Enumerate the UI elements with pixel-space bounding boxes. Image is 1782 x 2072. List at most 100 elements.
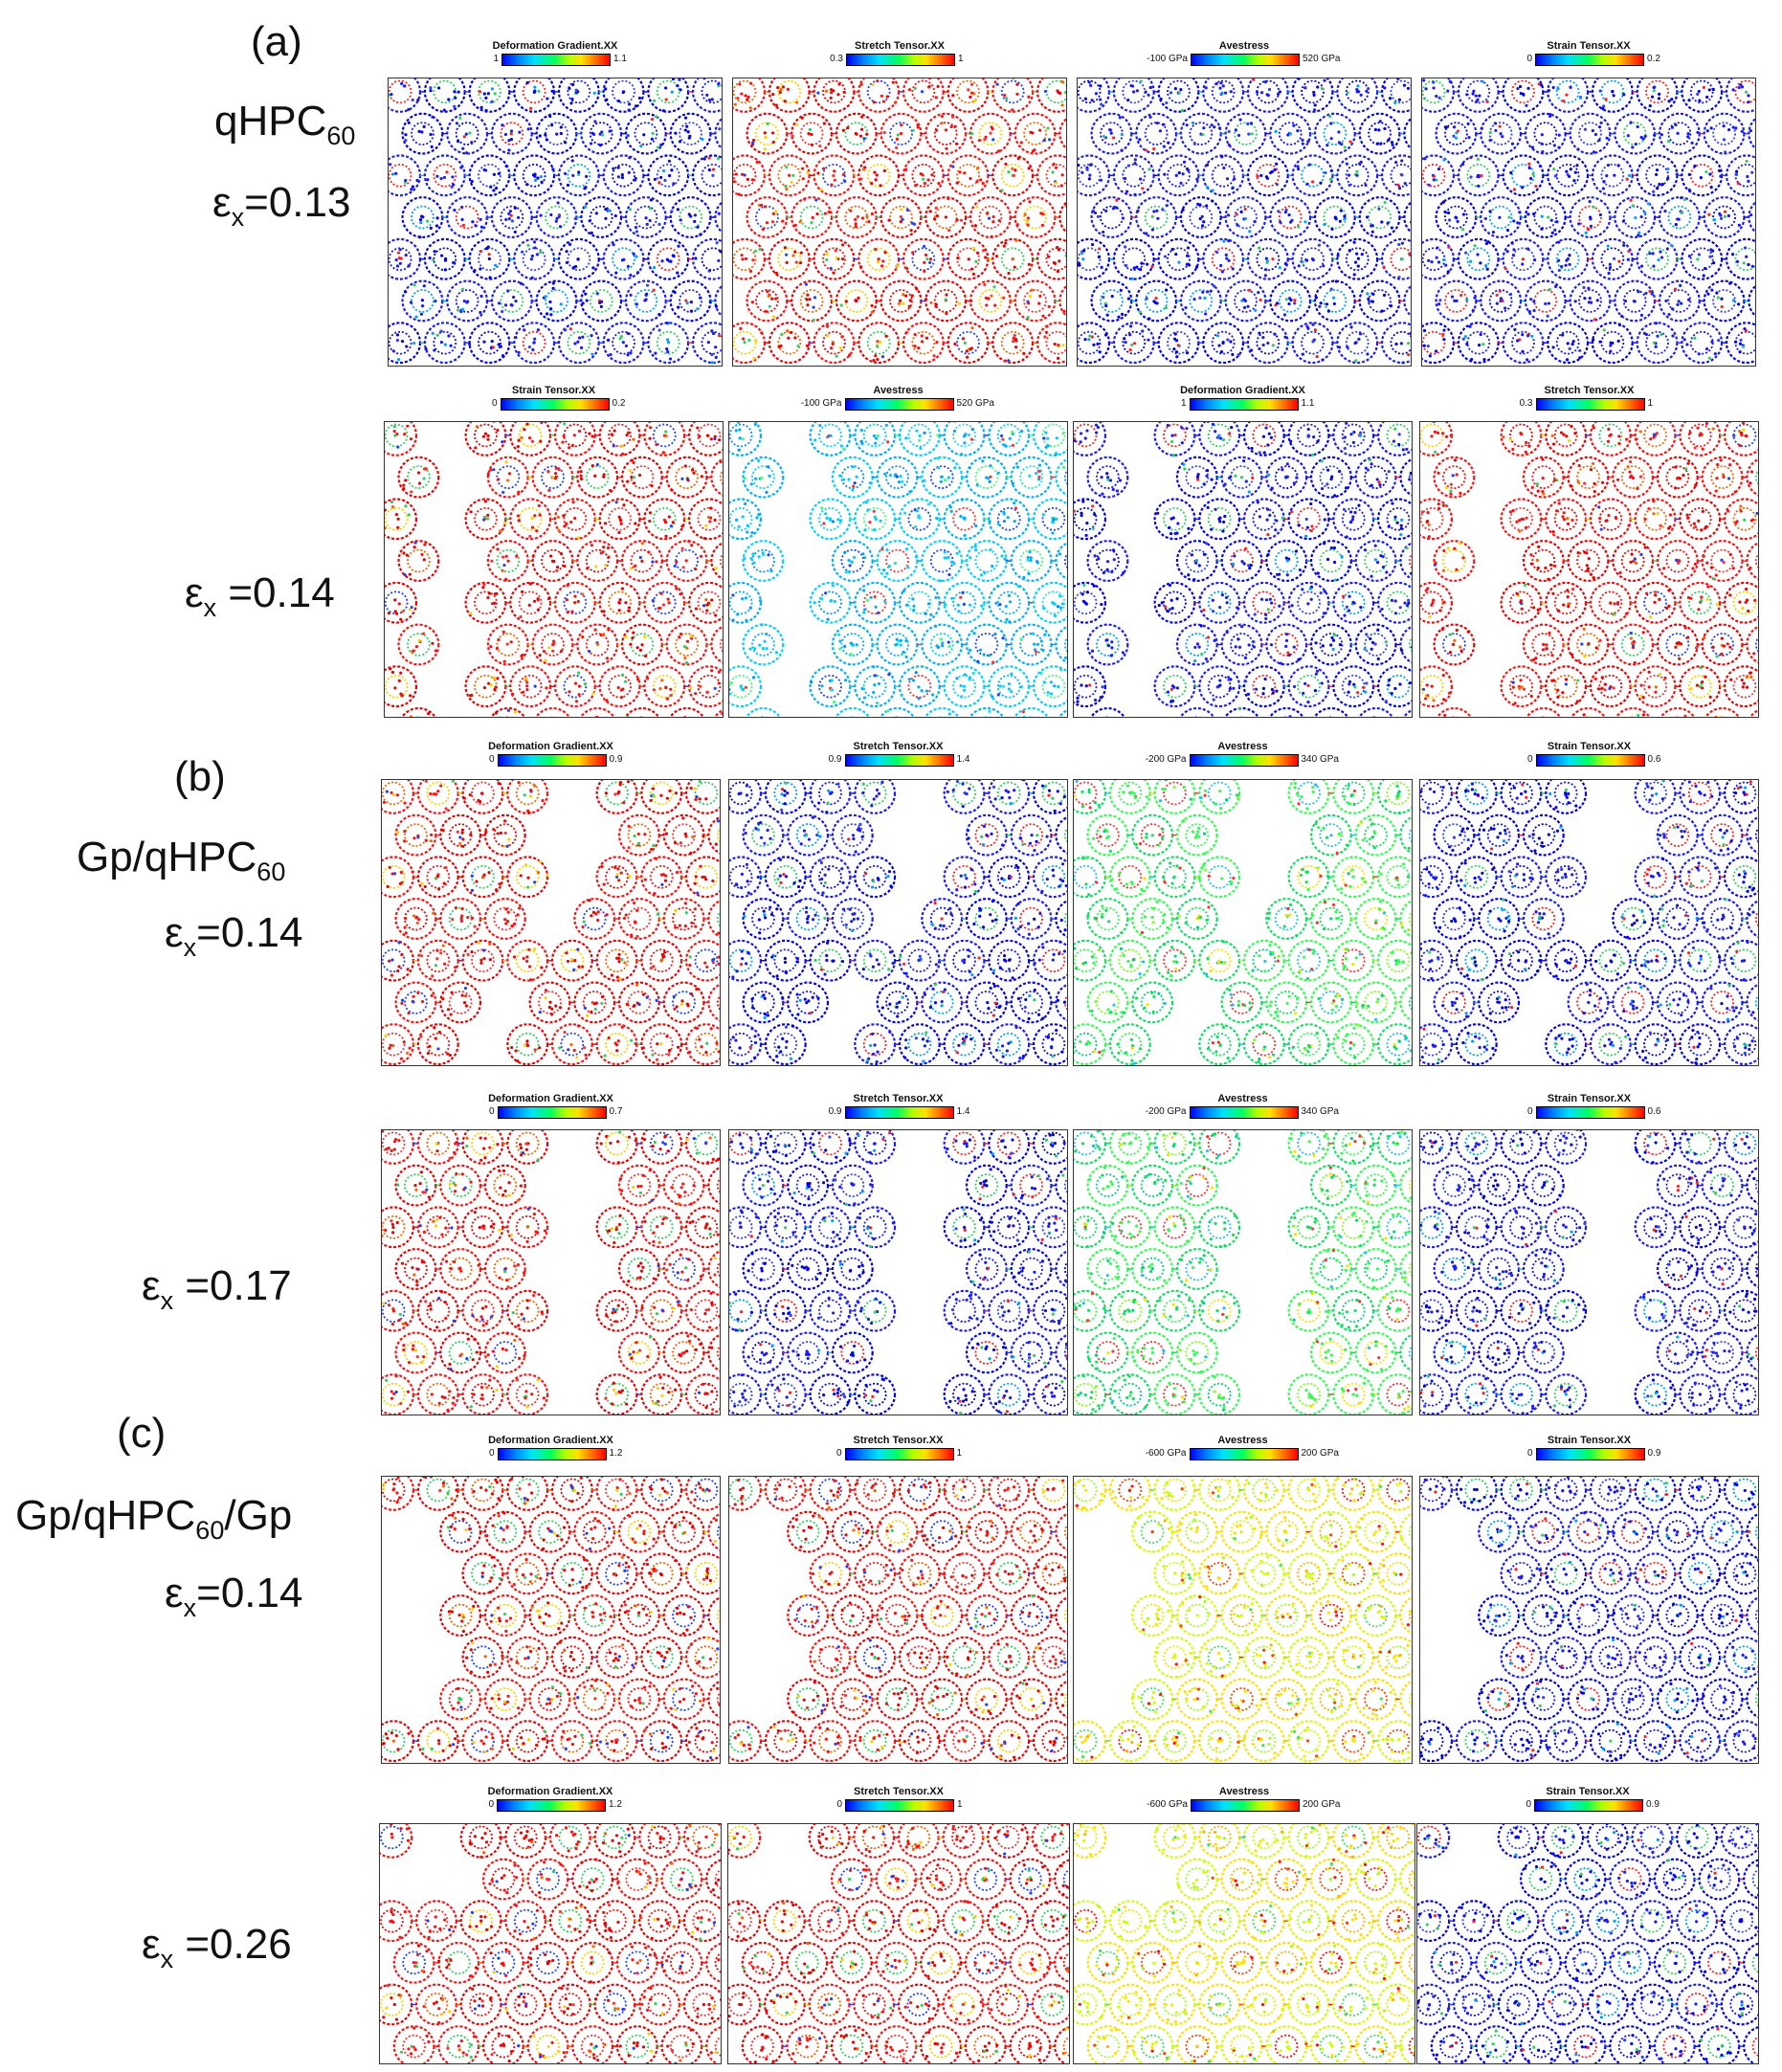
fullerene-cage (571, 2025, 617, 2063)
fullerene-cage (813, 237, 859, 280)
fullerene-cage (1634, 1023, 1681, 1065)
material-subscript: 60 (326, 122, 356, 150)
fullerene-cage (1586, 1983, 1633, 2026)
fullerene-cage (617, 1678, 664, 1721)
fullerene-cage (1153, 1720, 1200, 1763)
fullerene-cage (1589, 1477, 1636, 1511)
fullerene-cage (528, 1678, 575, 1721)
simulation-frame (728, 1129, 1068, 1415)
fullerene-cage (809, 1289, 856, 1332)
fullerene-cage (1522, 1331, 1565, 1374)
fullerene-cage (1055, 1512, 1067, 1551)
fullerene-cage (1309, 540, 1356, 583)
fullerene-cage (745, 706, 781, 717)
fullerene-cage (1653, 1858, 1700, 1901)
fullerene-cage (1743, 1942, 1758, 1983)
fullerene-cage (1591, 322, 1637, 365)
fullerene-cage (791, 279, 836, 323)
fullerene-cage (921, 456, 968, 499)
fullerene-cage (1336, 154, 1383, 197)
colorbar-max-label: 1.1 (1301, 398, 1315, 409)
fullerene-cage (1500, 581, 1547, 624)
colorbar (497, 754, 607, 767)
simulation-panel-a1-2: Stretch Tensor.XX 0.3 1 (732, 40, 1067, 367)
fullerene-cage (1242, 1824, 1289, 1859)
fullerene-cage (1354, 540, 1401, 583)
simulation-frame (1073, 1476, 1413, 1764)
fullerene-cage (764, 1206, 811, 1249)
fullerene-cage (1433, 540, 1476, 583)
fullerene-cage (1175, 813, 1218, 857)
fullerene-cage (1679, 1289, 1726, 1332)
fullerene-cage (1032, 1289, 1067, 1332)
fullerene-cage (858, 237, 903, 280)
fullerene-cage (382, 1023, 418, 1065)
fullerene-cage (1746, 542, 1758, 580)
fullerene-cage (1332, 1900, 1378, 1943)
fullerene-cage (1422, 322, 1459, 365)
fullerene-cage (1500, 1720, 1547, 1763)
fullerene-cage (987, 1824, 1033, 1859)
fullerene-cage (1478, 1248, 1524, 1290)
fullerene-cage (483, 1248, 526, 1290)
fullerene-lattice (1074, 780, 1412, 1065)
simulation-panel-c1-3: Avestress -600 GPa 200 GPa (1073, 1435, 1413, 1764)
fullerene-cage (1612, 456, 1659, 499)
fullerene-cage (1679, 581, 1726, 624)
fullerene-cage (647, 78, 694, 113)
fullerene-cage (1589, 422, 1636, 457)
fullerene-cage (707, 1512, 720, 1551)
fullerene-cage (1656, 456, 1703, 499)
fullerene-cage (1612, 1678, 1659, 1721)
fullerene-cage (1420, 1720, 1457, 1763)
fullerene-cage (1430, 2025, 1477, 2063)
colorbar (497, 1448, 607, 1460)
fullerene-cage (943, 1552, 990, 1595)
fullerene-cage (506, 1289, 549, 1332)
fullerene-cage (624, 112, 671, 155)
fullerene-cage (809, 780, 856, 814)
fullerene-cage (1522, 456, 1569, 499)
simulation-panel-c1-2: Stretch Tensor.XX 0 1 (728, 1435, 1068, 1764)
fullerene-cage (943, 1720, 990, 1763)
simulation-frame (381, 779, 721, 1066)
fullerene-cage (1287, 939, 1334, 982)
fullerene-cage (1198, 581, 1244, 624)
fullerene-cage (389, 154, 425, 197)
fullerene-cage (620, 623, 667, 666)
fullerene-cage (506, 1720, 552, 1763)
fullerene-cage (786, 1941, 833, 1984)
fullerene-cage (1681, 154, 1727, 197)
fullerene-cage (1399, 815, 1412, 855)
simulation-panel-a1-3: Avestress -100 GPa 520 GPa (1077, 40, 1412, 367)
fullerene-cage (969, 196, 1015, 238)
fullerene-cage (1545, 939, 1591, 982)
fullerene-lattice (1074, 1130, 1412, 1415)
fullerene-cage (1309, 1248, 1356, 1290)
fullerene-cage (1455, 939, 1502, 982)
fullerene-cage (1055, 900, 1067, 938)
fullerene-cage (1519, 1858, 1566, 1901)
fullerene-cage (446, 196, 492, 238)
fullerene-cage (1074, 939, 1110, 982)
fullerene-cage (705, 2026, 721, 2063)
fullerene-cage (1242, 1023, 1289, 1065)
strain-value: =0.13 (244, 179, 351, 226)
fullerene-cage (526, 1858, 573, 1901)
fullerene-cage (1609, 1858, 1655, 1901)
fullerene-cage (876, 1510, 923, 1553)
fullerene-cage (1478, 1678, 1524, 1721)
fullerene-cage (854, 1206, 897, 1249)
fullerene-cage (483, 1164, 526, 1207)
fullerene-cage (490, 279, 537, 323)
fullerene-cage (1055, 815, 1067, 855)
fullerene-cage (1108, 856, 1155, 899)
fullerene-lattice (1417, 1824, 1758, 2063)
fullerene-cage (660, 2025, 707, 2063)
fullerene-cage (1676, 1824, 1722, 1859)
fullerene-cage (1399, 2026, 1414, 2063)
fullerene-cage (1723, 665, 1758, 708)
fullerene-lattice (1420, 780, 1758, 1065)
fullerene-cage (490, 112, 537, 155)
fullerene-cage (943, 856, 990, 899)
